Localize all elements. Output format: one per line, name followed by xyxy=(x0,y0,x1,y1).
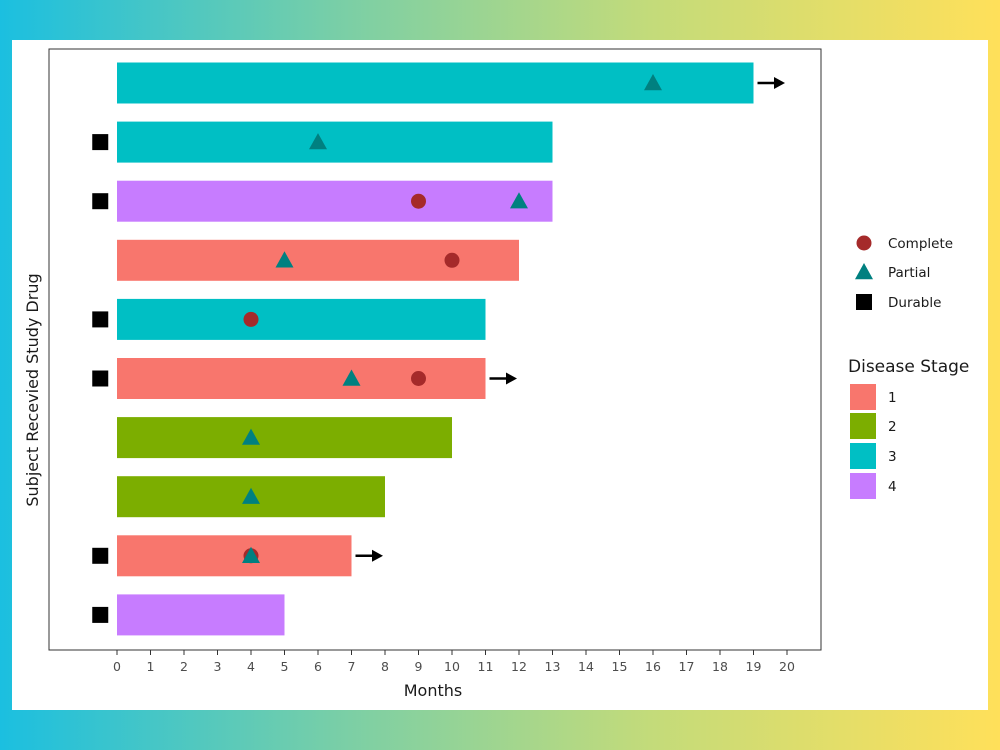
partial-marker xyxy=(242,546,260,563)
x-tick-label: 10 xyxy=(444,659,460,674)
legend-stage-label: 1 xyxy=(888,390,897,406)
legend-stage-swatch xyxy=(850,413,876,439)
x-tick-label: 13 xyxy=(545,659,561,674)
durable-marker xyxy=(92,193,109,210)
legend-event-item: Durable xyxy=(856,294,941,311)
legend-stage-item: 1 xyxy=(850,384,897,410)
durable-marker xyxy=(92,370,109,387)
subject-bar xyxy=(117,594,285,636)
x-tick-label: 17 xyxy=(679,659,695,674)
legend-events: Complete Partial Durable xyxy=(855,235,953,311)
legend-stage-swatch xyxy=(850,443,876,469)
x-axis-title: Months xyxy=(404,681,462,700)
x-tick-label: 6 xyxy=(314,659,322,674)
legend-stage-item: 2 xyxy=(850,413,897,439)
subject-bar xyxy=(117,62,754,104)
partial-marker xyxy=(644,74,662,91)
swimmer-chart: 0 1 2 3 4 5 6 7 8 9 10 11 12 13 14 15 16 17 18 19 20 Months … xyxy=(23,48,969,700)
x-tick-label: 4 xyxy=(247,659,255,674)
partial-marker xyxy=(309,133,327,150)
subject-bar xyxy=(117,298,486,340)
partial-marker xyxy=(510,192,528,209)
x-tick-label: 5 xyxy=(281,659,289,674)
legend-stage-title: Disease Stage xyxy=(848,357,969,377)
x-tick-label: 20 xyxy=(779,659,795,674)
subject-bar xyxy=(117,121,553,163)
legend-circle-icon xyxy=(856,235,872,251)
x-tick-label: 0 xyxy=(113,659,121,674)
complete-marker xyxy=(243,311,259,327)
legend-stage-label: 4 xyxy=(888,479,897,495)
partial-marker xyxy=(342,369,361,386)
legend-stage-item: 4 xyxy=(850,473,897,499)
legend-stage-item: 3 xyxy=(850,443,897,469)
legend-event-label: Durable xyxy=(888,295,941,311)
legend-stage-swatch xyxy=(850,384,876,410)
partial-marker xyxy=(275,251,294,268)
y-axis-title: Subject Recevied Study Drug xyxy=(23,273,42,506)
legend-event-item: Partial xyxy=(855,263,930,281)
x-tick-label: 8 xyxy=(381,659,389,674)
complete-marker xyxy=(411,193,426,209)
legend-event-item: Complete xyxy=(856,235,953,252)
durable-marker xyxy=(92,547,109,564)
x-tick-label: 12 xyxy=(511,659,527,674)
x-axis: 0 1 2 3 4 5 6 7 8 9 10 11 12 13 14 15 16 17 18 19 20 xyxy=(113,650,795,674)
x-tick-label: 14 xyxy=(578,659,594,674)
legend-event-label: Complete xyxy=(888,236,953,252)
x-tick-label: 15 xyxy=(612,659,628,674)
subject-bar xyxy=(117,535,352,577)
markers-layer xyxy=(92,74,785,623)
x-tick-label: 19 xyxy=(746,659,762,674)
durable-marker xyxy=(92,134,109,151)
legend-stage-label: 2 xyxy=(888,419,897,435)
subject-bar xyxy=(117,358,486,399)
legend-square-icon xyxy=(856,294,872,310)
legend-event-label: Partial xyxy=(888,265,930,281)
complete-marker xyxy=(444,252,460,268)
legend-triangle-icon xyxy=(855,263,873,280)
x-tick-label: 2 xyxy=(180,659,188,674)
legend-stage-swatch xyxy=(850,473,876,499)
continuing-arrow xyxy=(355,549,383,562)
durable-marker xyxy=(92,606,109,623)
partial-marker xyxy=(242,428,260,445)
x-tick-label: 11 xyxy=(478,659,494,674)
x-tick-label: 18 xyxy=(712,659,728,674)
bars-layer xyxy=(117,62,754,636)
x-tick-label: 3 xyxy=(214,659,222,674)
x-tick-label: 16 xyxy=(645,659,661,674)
continuing-arrow xyxy=(489,372,517,385)
complete-marker xyxy=(411,371,426,386)
subject-bar xyxy=(117,180,553,222)
x-tick-label: 1 xyxy=(147,659,155,674)
plot-panel-border xyxy=(48,48,822,651)
x-tick-label: 7 xyxy=(348,659,356,674)
chart-card: 0 1 2 3 4 5 6 7 8 9 10 11 12 13 14 15 16 17 18 19 20 Months … xyxy=(12,40,988,710)
continuing-arrow xyxy=(757,77,785,89)
subject-bar xyxy=(117,417,452,459)
partial-marker xyxy=(242,487,260,504)
x-tick-label: 9 xyxy=(415,659,423,674)
durable-marker xyxy=(92,311,109,328)
legend-stage-label: 3 xyxy=(888,449,897,465)
legend-stages: 1 2 3 4 xyxy=(850,384,897,499)
